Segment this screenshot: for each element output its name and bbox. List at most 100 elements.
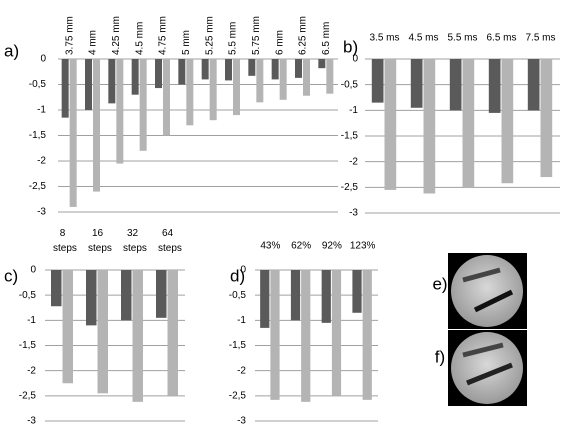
panel-label: b) xyxy=(343,37,358,56)
x-tick-label: 6.5 mm xyxy=(321,22,332,55)
bar xyxy=(139,59,147,151)
x-tick-label: 5 mm xyxy=(181,30,192,55)
bar xyxy=(352,270,362,313)
x-tick-label: 4.5 mm xyxy=(134,22,145,55)
panel-label: d) xyxy=(230,266,245,285)
bar xyxy=(279,59,287,100)
x-tick-label-box: 16 steps xyxy=(88,228,112,254)
bar xyxy=(384,59,397,190)
x-tick-label-box: 32 steps xyxy=(123,228,147,254)
y-tick-label: -2,5 xyxy=(341,182,359,193)
x-tick-label-box: 8 steps xyxy=(53,228,77,254)
bar xyxy=(116,59,124,164)
bar xyxy=(260,270,270,328)
y-tick-label: -2,5 xyxy=(229,390,247,401)
bar xyxy=(85,59,92,110)
y-tick-label: -3 xyxy=(237,416,246,427)
bar xyxy=(156,270,167,318)
y-tick-label: 0 xyxy=(30,265,36,276)
x-tick-label: 16 steps xyxy=(88,228,112,254)
bar xyxy=(131,59,139,95)
bar xyxy=(462,59,475,188)
bar xyxy=(540,59,553,178)
y-tick-label: -2,5 xyxy=(29,181,47,192)
x-tick-label: 123% xyxy=(350,241,376,252)
y-tick-label: -0,5 xyxy=(29,79,47,90)
bar xyxy=(321,270,331,323)
bar xyxy=(527,59,540,111)
y-tick-label: -3 xyxy=(27,416,36,427)
y-tick-label: -2 xyxy=(37,156,46,167)
x-tick-label: 43% xyxy=(260,241,280,252)
bar xyxy=(61,59,69,118)
bar xyxy=(290,270,301,321)
x-tick-label: 5.5 mm xyxy=(228,22,239,55)
x-tick-label: 6.5 ms xyxy=(486,33,516,44)
bar xyxy=(155,59,162,89)
x-tick-label: 5.5 ms xyxy=(447,33,477,44)
y-tick-label: -1,5 xyxy=(341,131,359,142)
panel-label: f) xyxy=(435,347,445,366)
bar xyxy=(62,270,73,384)
bar xyxy=(271,59,279,80)
bar xyxy=(163,59,170,136)
x-tick-label: 6.25 mm xyxy=(298,16,309,55)
x-tick-label: 64 steps xyxy=(158,228,182,254)
bar xyxy=(301,270,311,402)
bar xyxy=(501,59,514,184)
bar xyxy=(318,59,326,69)
bar xyxy=(371,59,384,103)
x-tick-label: 5.75 mm xyxy=(251,16,262,55)
y-tick-label: 0 xyxy=(240,265,246,276)
x-tick-label: 3.75 mm xyxy=(64,16,75,55)
x-tick-label: 6 mm xyxy=(274,30,285,55)
y-tick-label: -1 xyxy=(37,105,46,116)
bar xyxy=(449,59,462,111)
bar xyxy=(178,59,186,85)
panel-label: e) xyxy=(432,274,447,293)
bar xyxy=(256,59,264,103)
y-tick-label: -3 xyxy=(349,208,358,219)
x-tick-label: 7.5 ms xyxy=(525,33,555,44)
bar xyxy=(167,270,178,396)
bar xyxy=(423,59,436,194)
bar xyxy=(295,59,302,78)
bar xyxy=(121,270,132,321)
bar xyxy=(248,59,256,76)
x-tick-label: 8 steps xyxy=(53,228,77,254)
bar xyxy=(97,270,108,394)
bar xyxy=(233,59,240,116)
y-tick-label: -2 xyxy=(349,156,358,167)
x-tick-label: 4.25 mm xyxy=(111,16,122,55)
image-f xyxy=(448,330,527,406)
bar xyxy=(225,59,232,81)
x-tick-label: 4 mm xyxy=(88,30,99,55)
x-tick-label: 4.5 ms xyxy=(408,33,438,44)
bar xyxy=(69,59,77,207)
x-tick-label: 3.5 ms xyxy=(369,33,399,44)
bar xyxy=(86,270,97,326)
bar xyxy=(410,59,423,108)
y-tick-label: -3 xyxy=(37,207,46,218)
bar xyxy=(209,59,217,121)
bar xyxy=(331,270,342,396)
y-tick-label: 0 xyxy=(40,54,46,65)
y-tick-label: -1 xyxy=(349,105,358,116)
x-tick-label: 92% xyxy=(322,241,342,252)
y-tick-label: -0,5 xyxy=(341,79,359,90)
y-tick-label: -2 xyxy=(27,365,36,376)
x-tick-label: 62% xyxy=(291,241,311,252)
bar xyxy=(303,59,310,96)
y-tick-label: -1,5 xyxy=(29,130,47,141)
y-tick-label: -1 xyxy=(27,315,36,326)
bar xyxy=(270,270,280,400)
bar xyxy=(186,59,194,126)
y-tick-label: -0,5 xyxy=(19,290,37,301)
x-tick-label: 32 steps xyxy=(123,228,147,254)
y-tick-label: -1 xyxy=(237,315,246,326)
x-tick-label: 4.75 mm xyxy=(158,16,169,55)
image-e xyxy=(448,253,527,329)
bar xyxy=(362,270,372,400)
y-tick-label: -0,5 xyxy=(229,290,247,301)
